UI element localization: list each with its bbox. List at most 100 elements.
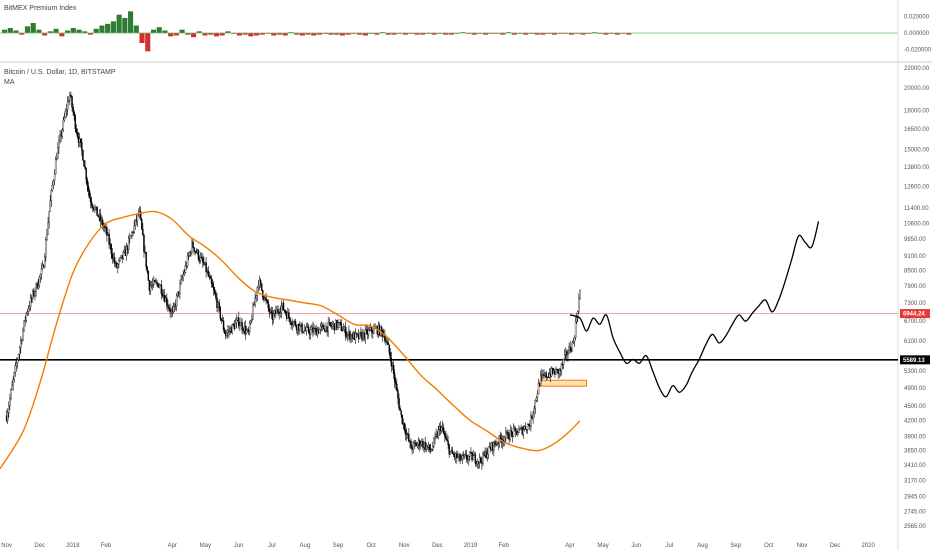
time-tick-label: Aug [300,543,311,549]
candle [284,311,287,314]
premium-bar [425,33,431,34]
candle [507,431,509,439]
candle [84,166,86,169]
candle [85,168,87,181]
candle [373,328,375,334]
candle [446,438,448,442]
premium-panel: BitMEX Premium Index 0.020000 0.000000 -0.… [0,5,932,54]
candle [82,150,84,161]
premium-bar [391,33,397,35]
premium-bar [551,33,557,35]
premium-bar [47,31,53,33]
price-tick-label: 16500.00 [904,127,930,133]
premium-bar [191,33,197,38]
time-axis: Nov Dec 2018 Feb Apr May Jun Jul Aug Sep Oct Nov Dec… [1,543,875,549]
candle [50,190,53,202]
time-tick-label: Jul [666,543,674,549]
candle [457,456,459,458]
candle [130,235,132,238]
candle [431,449,433,452]
premium-bar [128,11,134,34]
candle [244,325,247,334]
moving-average-line [0,210,581,470]
candle [518,429,520,434]
premium-bar [299,33,305,36]
candle [472,455,474,461]
candle [437,429,439,438]
candle [238,317,240,327]
candle [397,390,399,399]
candle [579,290,581,299]
candle [407,433,409,435]
price-tick-label: 4900.00 [904,386,926,392]
candle [141,219,143,230]
candle [562,358,565,365]
candle [151,283,154,286]
premium-bar [282,33,288,36]
candle [187,255,190,257]
candle [127,238,130,251]
premium-bar [574,33,580,34]
candle [532,413,534,419]
candle [22,329,24,341]
candle [29,297,32,307]
price-tick-label: 15000.00 [904,147,930,153]
candle [52,180,55,186]
time-tick-label: Feb [499,543,510,549]
price-tag-current: 6944.24 [900,309,930,319]
candle [153,280,155,285]
candle [81,142,83,151]
candle [577,311,579,319]
premium-bar [477,33,483,34]
candle [534,400,537,409]
premium-bar [24,26,31,33]
candle [26,311,29,314]
candle [142,229,144,236]
candle [530,415,532,428]
candle [161,293,164,297]
price-tick-label: 5300.00 [904,369,926,375]
candle [267,301,269,308]
candle [210,278,213,284]
premium-index-title: BitMEX Premium Index [4,5,77,12]
candle [90,201,93,206]
candle [110,244,112,254]
premium-bar [248,33,254,37]
premium-bar [317,33,323,35]
premium-bar [488,33,494,34]
premium-bar [213,33,220,37]
time-tick-label: Feb [101,543,112,549]
candle [318,328,321,334]
ma-legend: MA [4,79,15,86]
candle [400,410,402,416]
premium-bar [156,27,162,33]
candle [202,257,204,263]
candle [364,329,366,339]
premium-bar [368,33,374,34]
candle [49,200,51,212]
premium-bar [465,33,472,34]
candle [444,433,446,437]
candle [268,307,271,313]
candle [408,434,410,442]
candle [58,140,60,148]
candle [239,324,241,327]
candle [494,441,496,445]
premium-bar [87,33,94,35]
candle [367,329,370,335]
candle [160,284,163,295]
candle [143,235,145,252]
candle [197,250,200,260]
candle [146,266,148,272]
candle [514,428,517,432]
candle [448,444,450,455]
candle [62,119,65,130]
candle [331,324,334,327]
premium-bar [185,33,191,35]
premium-bar [420,33,426,35]
price-tick-label: 8500.00 [904,269,926,275]
candle [250,320,252,324]
candle [215,293,217,299]
premium-bar [345,33,351,35]
price-tick-label: 13800.00 [904,165,930,171]
